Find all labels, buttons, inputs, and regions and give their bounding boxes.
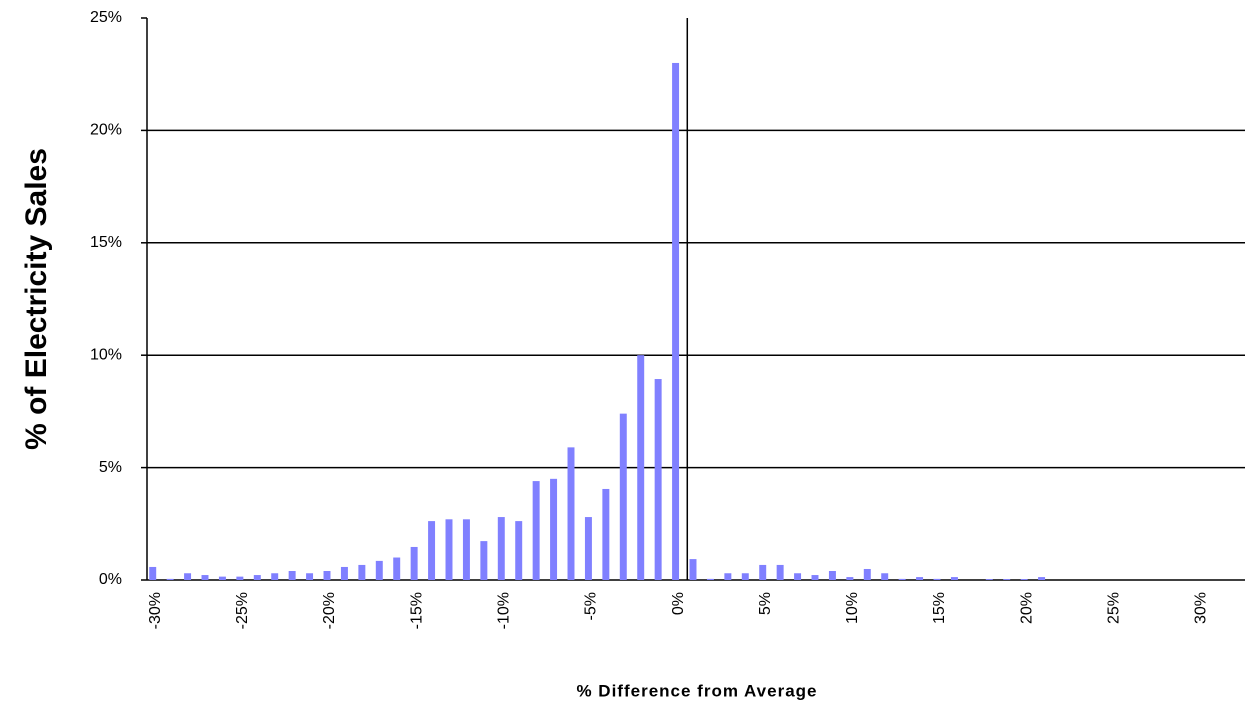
bar: [654, 379, 662, 580]
bar: [288, 571, 296, 580]
y-axis-title: % of Electricity Sales: [20, 148, 53, 450]
bar: [149, 566, 157, 580]
x-tick-label: 25%: [1106, 592, 1123, 624]
bar: [933, 578, 941, 580]
bar: [706, 578, 714, 580]
bar: [323, 571, 331, 580]
x-tick-label: -25%: [234, 592, 251, 629]
bar: [445, 519, 453, 580]
bar: [584, 517, 592, 580]
bar: [828, 571, 836, 580]
y-tick-label: 5%: [99, 459, 122, 476]
bar: [236, 576, 244, 580]
bar: [218, 576, 226, 580]
bar: [985, 579, 993, 580]
bar: [428, 521, 436, 580]
bar: [881, 573, 889, 580]
bar: [724, 573, 732, 580]
bar: [689, 559, 697, 580]
bar: [672, 62, 680, 580]
x-axis-title: % Difference from Average: [576, 681, 817, 700]
y-tick-label: 25%: [90, 9, 122, 26]
bar: [602, 488, 610, 580]
y-tick-label: 0%: [99, 571, 122, 588]
x-tick-label: -30%: [147, 592, 164, 629]
bar: [567, 447, 575, 580]
bar: [201, 575, 209, 580]
bar: [497, 517, 505, 580]
bar: [166, 578, 174, 580]
bar: [794, 573, 802, 580]
bar: [410, 546, 418, 580]
bar: [480, 541, 488, 580]
bar: [515, 521, 523, 580]
bar: [306, 573, 314, 580]
bar: [253, 575, 261, 580]
bar: [637, 355, 645, 580]
x-tick-label: 20%: [1018, 592, 1035, 624]
x-tick-label: 15%: [931, 592, 948, 624]
x-tick-label: 5%: [757, 592, 774, 615]
y-tick-label: 10%: [90, 346, 122, 363]
bar: [846, 577, 854, 580]
bar: [863, 568, 871, 580]
bar: [759, 564, 767, 580]
bar: [358, 564, 366, 580]
y-tick-label: 20%: [90, 122, 122, 139]
x-tick-label: -20%: [321, 592, 338, 629]
bar: [916, 577, 924, 580]
y-tick-label: 15%: [90, 234, 122, 251]
x-tick-label: 30%: [1193, 592, 1210, 624]
bar: [619, 413, 627, 580]
bar: [375, 560, 383, 580]
bar: [184, 573, 192, 580]
bar: [811, 575, 819, 580]
x-tick-label: 0%: [670, 592, 687, 615]
bar: [532, 481, 540, 580]
x-tick-label: -10%: [496, 592, 513, 629]
bar: [776, 564, 784, 580]
bar: [271, 573, 279, 580]
bar: [462, 519, 470, 580]
bar: [1020, 579, 1028, 580]
bar: [950, 577, 958, 580]
bar: [550, 478, 558, 580]
bar: [1003, 579, 1011, 580]
bar: [1038, 577, 1046, 580]
bar: [393, 557, 401, 580]
x-tick-label: 10%: [844, 592, 861, 624]
bar: [340, 566, 348, 580]
bar: [741, 573, 749, 580]
x-tick-label: -5%: [583, 592, 600, 620]
bar: [898, 578, 906, 580]
x-tick-label: -15%: [408, 592, 425, 629]
